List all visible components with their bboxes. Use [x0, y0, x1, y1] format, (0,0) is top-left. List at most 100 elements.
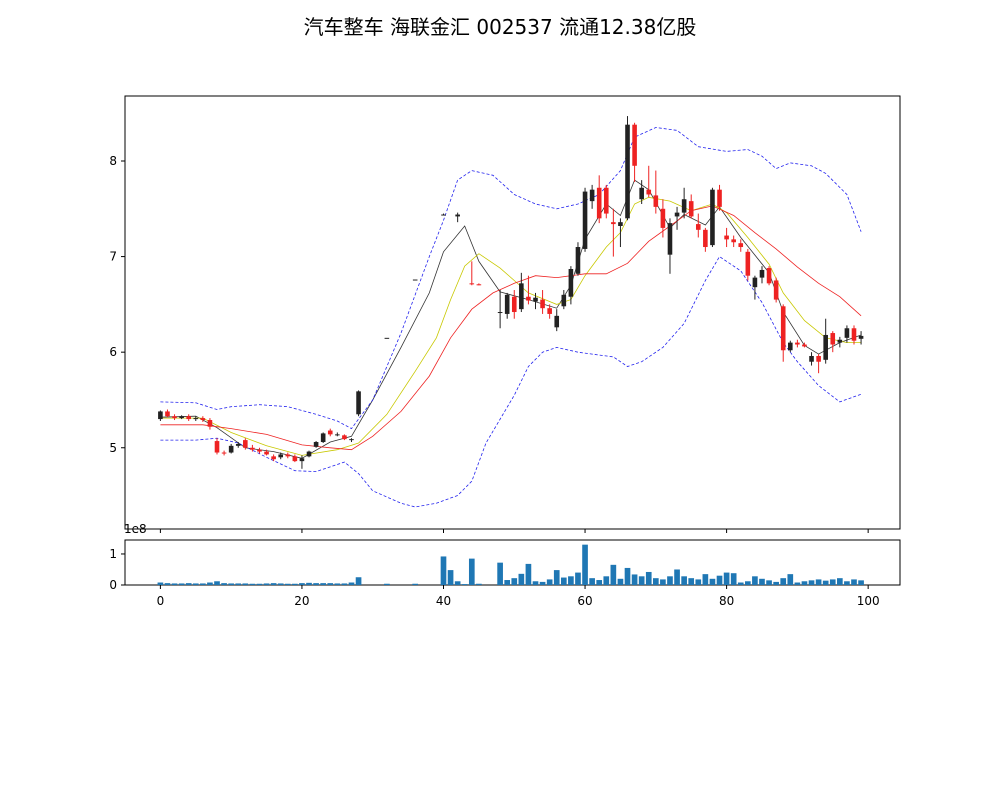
candle	[278, 452, 284, 460]
volume-bar	[348, 582, 355, 585]
candle	[469, 261, 475, 286]
candle	[759, 266, 765, 284]
candle-body	[384, 337, 390, 339]
candle	[844, 325, 850, 343]
candle	[639, 180, 644, 205]
candle-body	[795, 342, 800, 345]
volume-x-tick-label: 100	[857, 594, 880, 608]
candle	[703, 227, 708, 252]
volume-bar	[674, 569, 680, 585]
candle-body	[766, 268, 772, 284]
candle-body	[752, 277, 758, 288]
candle	[688, 194, 694, 219]
candle-body	[695, 224, 701, 230]
volume-bar	[440, 556, 447, 585]
candle-body	[214, 441, 220, 453]
candle	[809, 352, 814, 366]
candle	[384, 337, 390, 339]
candle-body	[575, 247, 581, 274]
candle	[207, 418, 213, 430]
candle	[660, 199, 666, 238]
candle-body	[511, 296, 517, 313]
candle-body	[568, 269, 574, 297]
volume-x-axis: 0 20 40 60 80 100	[157, 585, 880, 608]
candle	[766, 266, 772, 286]
candle-body	[681, 199, 687, 213]
candle	[349, 438, 354, 443]
volume-bar	[539, 581, 546, 585]
candle	[582, 187, 588, 252]
volume-bar	[752, 576, 758, 585]
candle-body	[526, 296, 531, 301]
volume-bar	[178, 583, 185, 585]
volume-bar	[207, 582, 213, 585]
candle-body	[589, 189, 595, 202]
candle-body	[172, 416, 177, 419]
candle-body	[724, 235, 729, 240]
candle	[200, 416, 206, 422]
candle	[603, 184, 609, 219]
price-y-axis: 5 6 7 8	[109, 154, 125, 455]
volume-offset-label: 1e8	[124, 522, 147, 536]
volume-bar	[292, 583, 298, 585]
volume-y-tick-label: 1	[109, 547, 117, 561]
volume-bar	[617, 578, 624, 585]
indicator-line-1	[160, 196, 862, 456]
candle-body	[207, 420, 213, 427]
volume-bar	[200, 583, 206, 585]
volume-bar	[164, 583, 171, 585]
candle-body	[787, 342, 793, 351]
candle-body	[504, 294, 510, 314]
candle-body	[688, 201, 694, 217]
candle-body	[306, 451, 312, 457]
candle-body	[547, 308, 552, 314]
candle-body	[667, 223, 673, 255]
volume-bar	[851, 579, 857, 585]
candle-body	[243, 440, 248, 448]
volume-panel: 01 0 20 40 60 80 100 1e8	[109, 522, 901, 608]
candle	[738, 239, 744, 252]
price-axes-frame	[124, 95, 901, 530]
candle	[795, 339, 800, 348]
candle-body	[292, 456, 298, 462]
volume-bar	[242, 583, 249, 585]
volume-bar	[773, 581, 779, 585]
candle-body	[519, 283, 524, 310]
price-y-tick-label: 5	[109, 441, 117, 455]
volume-bar	[263, 583, 270, 585]
indicator-line-2	[160, 205, 862, 451]
candle	[561, 290, 567, 310]
candle-body	[356, 391, 361, 415]
candle-body	[235, 443, 241, 446]
candle	[412, 279, 418, 281]
volume-bar	[249, 583, 256, 585]
candle-body	[441, 214, 446, 216]
candle-body	[837, 339, 843, 343]
volume-bar	[702, 574, 709, 585]
price-y-tick-label: 8	[109, 154, 117, 168]
volume-bar	[610, 564, 617, 585]
candle	[519, 272, 524, 313]
volume-bar	[568, 576, 574, 585]
candle-body	[313, 442, 319, 447]
candle	[773, 277, 779, 303]
candle-body	[320, 433, 326, 443]
candle-body	[165, 411, 170, 417]
volume-bar	[454, 581, 461, 585]
volume-bar	[596, 580, 603, 585]
volume-bar	[709, 578, 716, 585]
candle-body	[285, 454, 291, 457]
candle	[193, 416, 199, 421]
volume-bar	[447, 570, 454, 585]
volume-bar	[270, 583, 277, 585]
candle	[717, 184, 722, 211]
volume-bar	[497, 562, 503, 585]
candle	[837, 336, 843, 348]
volume-bar	[829, 579, 836, 585]
candle	[618, 218, 623, 248]
candle-body	[851, 328, 857, 341]
volume-bar	[737, 582, 744, 585]
candle	[299, 455, 305, 469]
candle	[526, 275, 531, 305]
volume-bar	[822, 580, 829, 585]
